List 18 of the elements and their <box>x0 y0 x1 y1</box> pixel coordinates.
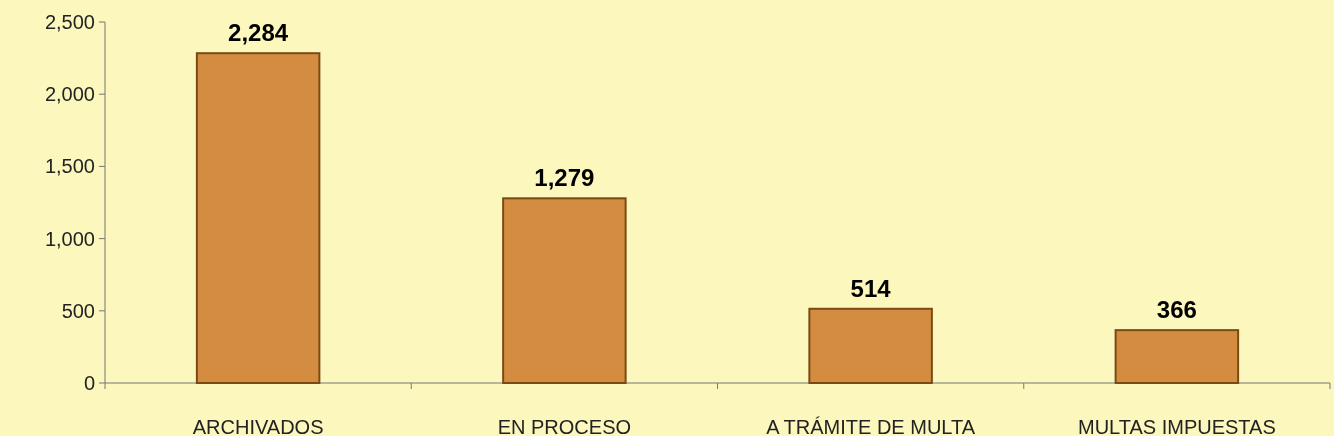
bar <box>1114 329 1240 384</box>
y-tick-label: 1,500 <box>44 155 95 178</box>
bar <box>195 52 321 384</box>
bar <box>502 197 627 384</box>
data-label: 2,284 <box>228 19 289 47</box>
x-tick-label: ARCHIVADOS <box>192 416 324 436</box>
y-tick-label: 500 <box>61 299 95 322</box>
bar <box>808 307 933 384</box>
y-tick-label: 1,000 <box>44 227 95 250</box>
y-tick-label: 0 <box>83 372 95 394</box>
data-label: 366 <box>1156 296 1197 324</box>
x-tick-label: MULTAS IMPUESTAS <box>1077 416 1276 436</box>
x-tick-label: A TRÁMITE DE MULTA <box>766 416 976 436</box>
data-label: 1,279 <box>534 164 595 192</box>
data-label: 514 <box>850 274 892 302</box>
y-tick-label: 2,000 <box>44 83 95 106</box>
x-tick-label: EN PROCESO <box>497 416 632 436</box>
y-tick-label: 2,500 <box>44 11 95 33</box>
